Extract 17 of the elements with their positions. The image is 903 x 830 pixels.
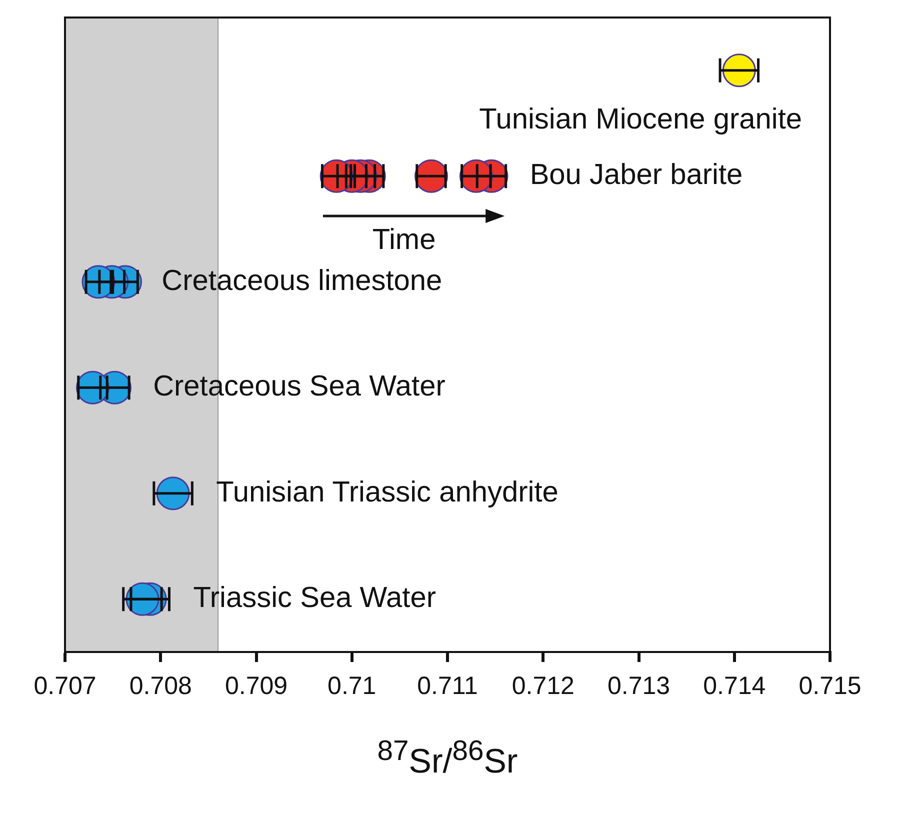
y-tick-label: Cretaceous limestone xyxy=(162,264,442,297)
x-tick-label: 0.71 xyxy=(328,672,376,700)
x-tick-label: 0.714 xyxy=(703,672,766,700)
y-tick-label: Triassic Sea Water xyxy=(193,582,436,614)
x-tick-label: 0.711 xyxy=(417,672,478,700)
x-tick-label: 0.715 xyxy=(798,672,862,700)
x-tick-label: 0.712 xyxy=(512,672,574,700)
x-tick-label: 0.707 xyxy=(34,672,96,700)
y-tick-label: Cretaceous Sea Water xyxy=(153,370,446,403)
y-tick-label: Tunisian Miocene granite xyxy=(479,103,802,136)
y-tick-label: Tunisian Triassic anhydrite xyxy=(216,476,558,508)
x-tick-label: 0.708 xyxy=(129,672,192,700)
x-axis-title: $^{87}$Sr/$^{86}$Sr xyxy=(376,735,519,782)
x-tick-label: 0.713 xyxy=(607,672,670,700)
x-tick-label: 0.709 xyxy=(224,672,288,700)
annotation: Time xyxy=(371,224,437,258)
y-tick-label: Bou Jaber barite xyxy=(530,159,743,192)
